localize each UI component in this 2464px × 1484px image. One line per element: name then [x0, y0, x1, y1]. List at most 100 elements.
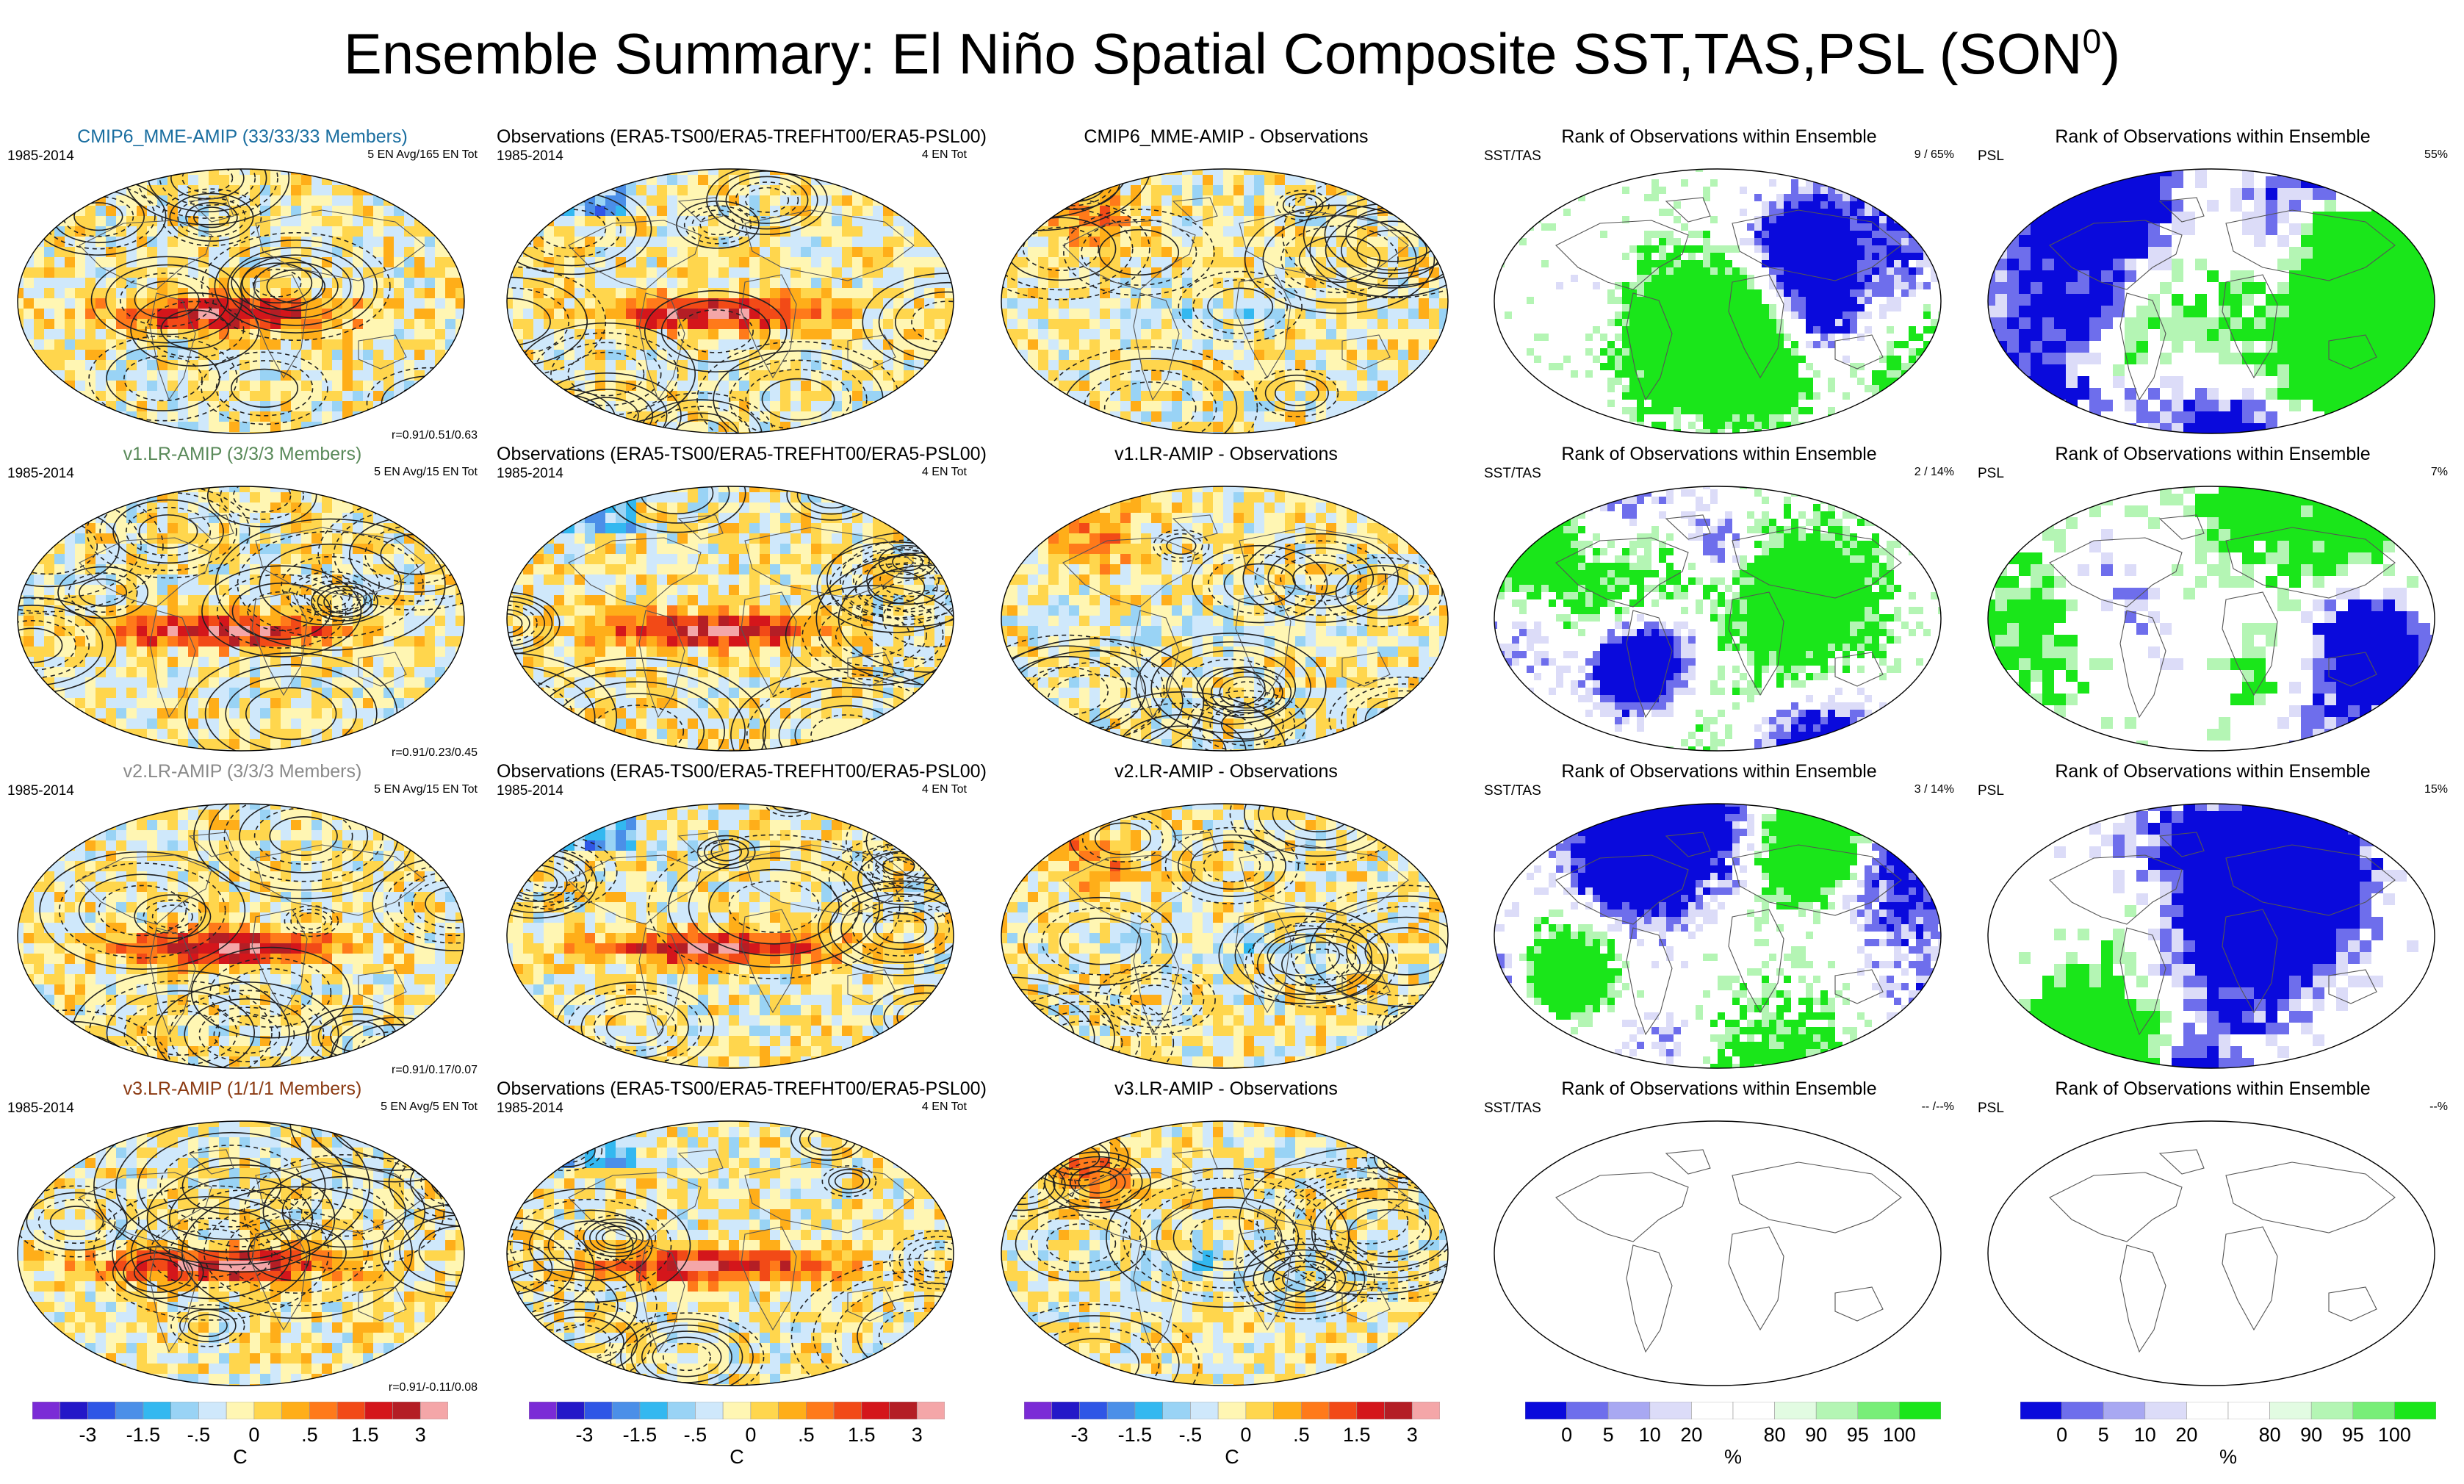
- colorbar-swatch: [750, 1401, 779, 1420]
- colorbar-unit-label: C: [211, 1446, 270, 1469]
- colorbar-swatch: [32, 1401, 61, 1420]
- colorbar-tick-label: 0: [225, 1424, 284, 1447]
- colorbar-swatch: [281, 1401, 310, 1420]
- colorbar-tick-label: 1.5: [336, 1424, 395, 1447]
- panel-title: Observations (ERA5-TS00/ERA5-TREFHT00/ER…: [497, 444, 987, 465]
- map-panel: Rank of Observations within Ensemble SST/…: [1484, 761, 1954, 1077]
- map-panel: Observations (ERA5-TS00/ERA5-TREFHT00/ER…: [497, 126, 987, 442]
- colorbar-swatch: [1134, 1401, 1163, 1420]
- map-panel: v2.LR-AMIP - Observations: [991, 761, 1461, 1077]
- map-panel: v3.LR-AMIP (1/1/1 Members) 1985-2014 5 EN …: [7, 1078, 478, 1394]
- figure-title-text: Ensemble Summary: El Niño Spatial Compos…: [344, 21, 2083, 86]
- colorbar: 0 5 10 20 80 90 95 100%: [1524, 1401, 1942, 1483]
- colorbar-tick-label: 3: [1383, 1424, 1441, 1447]
- panel-period-label: 1985-2014: [7, 466, 74, 482]
- global-map: [1001, 803, 1449, 1069]
- panel-period-label: PSL: [1978, 1101, 2004, 1117]
- colorbar-swatch: [889, 1401, 918, 1420]
- colorbar-swatch: [861, 1401, 890, 1420]
- colorbar-tick-label: 20: [1662, 1424, 1721, 1447]
- colorbar-swatch: [2020, 1401, 2062, 1420]
- global-map: [1987, 486, 2435, 752]
- colorbar-swatch: [806, 1401, 835, 1420]
- colorbar-swatch: [778, 1401, 807, 1420]
- colorbar-tick-label: 100: [2365, 1424, 2424, 1447]
- global-map: [1494, 168, 1942, 434]
- global-map: [1987, 168, 2435, 434]
- colorbar-swatch: [556, 1401, 585, 1420]
- map-panel: Rank of Observations within Ensemble PSL 1…: [1978, 761, 2448, 1077]
- panel-period-label: 1985-2014: [7, 783, 74, 799]
- panel-title: CMIP6_MME-AMIP (33/33/33 Members): [7, 126, 478, 148]
- global-map: [1987, 803, 2435, 1069]
- colorbar-tick-label: 20: [2157, 1424, 2216, 1447]
- panel-stat-label: --%: [2429, 1101, 2448, 1114]
- colorbar-swatch: [611, 1401, 641, 1420]
- colorbar-swatch: [1411, 1401, 1441, 1420]
- panel-title: v3.LR-AMIP - Observations: [991, 1078, 1461, 1100]
- colorbar-tick-label: 95: [2324, 1424, 2382, 1447]
- map-panel: Rank of Observations within Ensemble SST/…: [1484, 444, 1954, 760]
- map-panel: Observations (ERA5-TS00/ERA5-TREFHT00/ER…: [497, 444, 987, 760]
- panel-period-label: 1985-2014: [497, 1101, 563, 1117]
- panel-title: Rank of Observations within Ensemble: [1978, 444, 2448, 465]
- global-map: [506, 486, 954, 752]
- colorbar-swatch: [253, 1401, 282, 1420]
- colorbar-tick-label: 0: [2033, 1424, 2092, 1447]
- panel-period-label: SST/TAS: [1484, 1101, 1541, 1117]
- colorbar-swatch: [364, 1401, 393, 1420]
- colorbar-swatches: [2020, 1401, 2437, 1420]
- panel-period-label: 1985-2014: [497, 466, 563, 482]
- panel-stat-label: 7%: [2431, 466, 2448, 479]
- panel-stat-label: 5 EN Avg/15 EN Tot: [374, 466, 478, 479]
- global-map: [1001, 168, 1449, 434]
- panel-stat-label: 9 / 65%: [1914, 148, 1954, 162]
- global-map: [1987, 1120, 2435, 1386]
- colorbar-tick-label: 3: [391, 1424, 450, 1447]
- panel-stat-label: 5 EN Avg/5 EN Tot: [381, 1101, 478, 1114]
- panel-title: Rank of Observations within Ensemble: [1978, 761, 2448, 782]
- panel-title: v2.LR-AMIP - Observations: [991, 761, 1461, 782]
- colorbar: 0 5 10 20 80 90 95 100%: [2020, 1401, 2437, 1483]
- panel-title: CMIP6_MME-AMIP - Observations: [991, 126, 1461, 148]
- colorbar-swatch: [1774, 1401, 1817, 1420]
- panel-title: Observations (ERA5-TS00/ERA5-TREFHT00/ER…: [497, 1078, 987, 1100]
- colorbar-tick-label: .5: [280, 1424, 339, 1447]
- panel-stat-label: 15%: [2424, 783, 2448, 796]
- colorbar-unit-label: C: [707, 1446, 766, 1469]
- colorbar-tick-label: -.5: [169, 1424, 228, 1447]
- map-panel: Rank of Observations within Ensemble SST/…: [1484, 126, 1954, 442]
- colorbar-swatch: [170, 1401, 199, 1420]
- colorbar-swatch: [392, 1401, 421, 1420]
- colorbar-swatch: [2186, 1401, 2229, 1420]
- colorbar-tick-label: 10: [1621, 1424, 1679, 1447]
- colorbar-swatch: [115, 1401, 144, 1420]
- panel-stat-label: 3 / 14%: [1914, 783, 1954, 796]
- colorbar-tick-label: -1.5: [1106, 1424, 1164, 1447]
- colorbar-swatch: [2144, 1401, 2187, 1420]
- global-map: [17, 168, 465, 434]
- panel-title: v1.LR-AMIP (3/3/3 Members): [7, 444, 478, 465]
- panel-title: Rank of Observations within Ensemble: [1484, 761, 1954, 782]
- colorbar-tick-label: 0: [721, 1424, 780, 1447]
- panel-stat-label: 4 EN Tot: [922, 783, 967, 796]
- colorbar-swatch: [1273, 1401, 1302, 1420]
- panel-title: Rank of Observations within Ensemble: [1484, 126, 1954, 148]
- panel-title: Rank of Observations within Ensemble: [1978, 1078, 2448, 1100]
- colorbar-swatches: [1524, 1401, 1942, 1420]
- colorbar-swatch: [2061, 1401, 2104, 1420]
- colorbar-tick-label: 0: [1217, 1424, 1275, 1447]
- panel-period-label: 1985-2014: [7, 1101, 74, 1117]
- colorbar-swatch: [1691, 1401, 1734, 1420]
- panel-period-label: PSL: [1978, 466, 2004, 482]
- map-panel: Rank of Observations within Ensemble SST/…: [1484, 1078, 1954, 1394]
- colorbar-swatch: [1217, 1401, 1247, 1420]
- map-panel: CMIP6_MME-AMIP - Observations: [991, 126, 1461, 442]
- colorbar-swatch: [695, 1401, 724, 1420]
- panel-title: v3.LR-AMIP (1/1/1 Members): [7, 1078, 478, 1100]
- colorbar-swatch: [1245, 1401, 1274, 1420]
- panel-period-label: PSL: [1978, 783, 2004, 799]
- panel-title: v1.LR-AMIP - Observations: [991, 444, 1461, 465]
- map-panel: Observations (ERA5-TS00/ERA5-TREFHT00/ER…: [497, 761, 987, 1077]
- colorbar-swatch: [226, 1401, 255, 1420]
